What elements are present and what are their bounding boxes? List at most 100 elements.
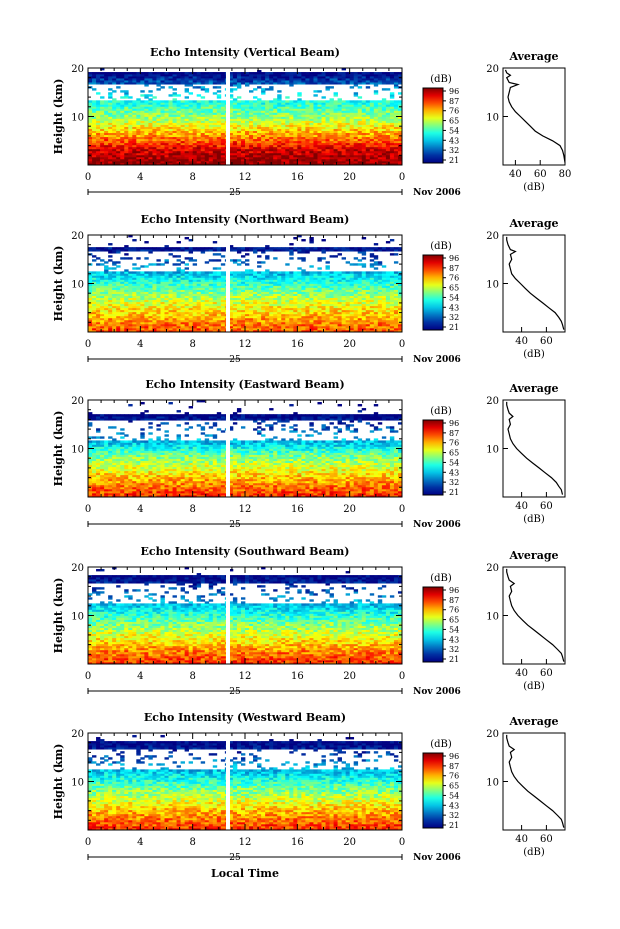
profile-line (504, 69, 566, 163)
profile-x-tick-label: 40 (515, 336, 528, 347)
x-tick-label: 16 (291, 671, 304, 682)
colorbar (422, 419, 444, 496)
colorbar-tick-label: 32 (449, 146, 459, 155)
profile-y-tick-label: 10 (486, 612, 499, 623)
date-label: Nov 2006 (413, 853, 461, 863)
day-label: 25 (229, 853, 241, 863)
data-gap (225, 732, 230, 831)
x-tick-label: 0 (85, 671, 91, 682)
heatmap-cells (88, 400, 403, 498)
x-tick-label: 0 (399, 504, 405, 515)
colorbar (422, 87, 444, 164)
x-tick-label: 8 (189, 172, 195, 183)
profile-title: Average (508, 382, 558, 395)
profile-y-tick-label: 20 (486, 231, 499, 242)
colorbar-unit: (dB) (430, 406, 452, 417)
x-tick-label: 12 (239, 504, 252, 515)
profile-x-tick-label: 60 (540, 501, 553, 512)
colorbar-tick-label: 65 (449, 616, 459, 625)
colorbar-tick-label: 96 (449, 586, 459, 595)
x-tick-label: 4 (137, 504, 143, 515)
x-tick-label: 20 (343, 671, 356, 682)
y-tick-label: 20 (71, 729, 84, 740)
y-axis-label: Height (km) (52, 79, 65, 155)
colorbar-unit: (dB) (430, 573, 452, 584)
profile-x-label: (dB) (523, 514, 545, 525)
x-tick-label: 16 (291, 339, 304, 350)
date-label: Nov 2006 (413, 520, 461, 530)
x-tick-label: 12 (239, 671, 252, 682)
panel-3: Echo Intensity (Eastward Beam) 20 10 Height… (52, 378, 566, 530)
x-tick-label: 8 (189, 671, 195, 682)
x-tick-label: 20 (343, 837, 356, 848)
day-label: 25 (229, 355, 241, 365)
x-tick-label: 0 (399, 172, 405, 183)
date-label: Nov 2006 (413, 687, 461, 697)
profile-x-tick-label: 40 (509, 169, 522, 180)
panel-title: Echo Intensity (Westward Beam) (144, 711, 346, 724)
colorbar-tick-label: 87 (449, 264, 459, 273)
colorbar-tick-label: 76 (449, 107, 459, 116)
y-axis-label: Height (km) (52, 578, 65, 654)
panel-title: Echo Intensity (Vertical Beam) (150, 46, 340, 59)
colorbar-tick-label: 43 (449, 468, 459, 477)
x-tick-label: 0 (399, 837, 405, 848)
profile-title: Average (508, 549, 558, 562)
panel-2: Echo Intensity (Northward Beam) 20 10 Heigh… (52, 213, 566, 365)
profile-line (506, 734, 565, 828)
profile-x-tick-label: 40 (515, 834, 528, 845)
x-tick-label: 20 (343, 339, 356, 350)
colorbar-tick-label: 54 (449, 458, 459, 467)
profile-line (506, 401, 564, 495)
colorbar-tick-label: 32 (449, 313, 459, 322)
profile-x-label: (dB) (523, 681, 545, 692)
x-tick-label: 8 (189, 504, 195, 515)
colorbar-unit: (dB) (430, 739, 452, 750)
colorbar (422, 254, 444, 331)
profile-x-tick-label: 60 (540, 668, 553, 679)
y-axis-label: Height (km) (52, 744, 65, 820)
date-label: Nov 2006 (413, 355, 461, 365)
profile-y-tick-label: 20 (486, 563, 499, 574)
profile-y-tick-label: 10 (486, 778, 499, 789)
profile-frame (502, 234, 566, 333)
profile-x-label: (dB) (523, 182, 545, 193)
colorbar (422, 586, 444, 663)
data-gap (225, 234, 230, 333)
colorbar-tick-label: 32 (449, 478, 459, 487)
colorbar-tick-label: 43 (449, 801, 459, 810)
profile-x-tick-label: 80 (559, 169, 572, 180)
x-tick-label: 12 (239, 339, 252, 350)
colorbar-tick-label: 65 (449, 782, 459, 791)
colorbar-tick-label: 43 (449, 635, 459, 644)
colorbar-tick-label: 96 (449, 254, 459, 263)
colorbar-tick-label: 54 (449, 126, 459, 135)
x-tick-label: 8 (189, 339, 195, 350)
x-tick-label: 16 (291, 504, 304, 515)
colorbar-tick-label: 76 (449, 439, 459, 448)
x-tick-label: 0 (85, 837, 91, 848)
colorbar (422, 752, 444, 829)
profile-frame (502, 67, 566, 166)
y-tick-label: 10 (71, 612, 84, 623)
data-gap (225, 399, 230, 498)
colorbar-tick-label: 43 (449, 136, 459, 145)
colorbar-tick-label: 43 (449, 303, 459, 312)
panel-title: Echo Intensity (Northward Beam) (141, 213, 350, 226)
panel-5: Echo Intensity (Westward Beam) 20 10 Height… (52, 711, 566, 880)
profile-x-tick-label: 40 (515, 501, 528, 512)
y-tick-label: 20 (71, 563, 84, 574)
colorbar-tick-label: 87 (449, 596, 459, 605)
colorbar-tick-label: 87 (449, 97, 459, 106)
panel-title: Echo Intensity (Southward Beam) (141, 545, 350, 558)
heatmap-cells (88, 68, 403, 166)
x-tick-label: 20 (343, 504, 356, 515)
x-tick-label: 0 (399, 339, 405, 350)
y-axis-label: Height (km) (52, 246, 65, 322)
profile-title: Average (508, 715, 558, 728)
x-tick-label: 0 (399, 671, 405, 682)
y-tick-label: 20 (71, 396, 84, 407)
y-tick-label: 10 (71, 445, 84, 456)
data-gap (225, 67, 230, 166)
x-tick-label: 0 (85, 504, 91, 515)
